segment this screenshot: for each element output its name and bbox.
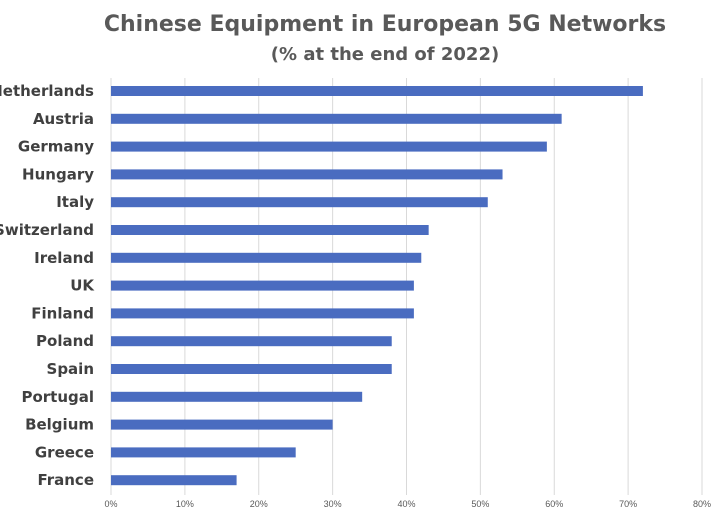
x-tick-label: 60%: [545, 499, 563, 509]
x-tick-label: 80%: [693, 499, 711, 509]
x-tick-label: 50%: [471, 499, 489, 509]
bar: [111, 113, 562, 124]
category-label: Switzerland: [0, 221, 94, 239]
bar: [111, 141, 547, 152]
category-label: Austria: [33, 110, 94, 128]
bar: [111, 86, 643, 96]
bar: [111, 336, 392, 347]
bar: [111, 197, 488, 208]
x-tick-label: 70%: [619, 499, 637, 509]
category-label: Portugal: [21, 388, 94, 406]
category-label: Belgium: [25, 416, 94, 434]
bar: [111, 252, 422, 263]
category-label: Finland: [31, 304, 94, 322]
bar: [111, 475, 237, 486]
bar: [111, 225, 429, 235]
bar: [111, 169, 503, 180]
x-tick-label: 30%: [324, 499, 342, 509]
category-label: Poland: [36, 332, 94, 350]
bar: [111, 391, 363, 402]
category-label: Italy: [56, 193, 94, 211]
category-label: Ireland: [34, 249, 94, 267]
category-label: Germany: [18, 138, 94, 156]
category-label: France: [37, 471, 94, 489]
bar: [111, 447, 296, 458]
x-tick-label: 40%: [397, 499, 415, 509]
category-label: Netherlands: [0, 82, 94, 100]
chart-subtitle: (% at the end of 2022): [270, 44, 500, 65]
chart-title: Chinese Equipment in European 5G Network…: [103, 12, 667, 37]
x-tick-label: 20%: [250, 499, 268, 509]
bar: [111, 280, 414, 291]
bar: [111, 308, 414, 319]
category-label: UK: [70, 277, 95, 295]
category-label: Greece: [35, 443, 94, 461]
x-tick-label: 10%: [176, 499, 194, 509]
bar: [111, 419, 333, 430]
bar: [111, 364, 392, 374]
category-label: Hungary: [22, 165, 94, 183]
category-label: Spain: [47, 360, 94, 378]
x-tick-label: 0%: [104, 499, 117, 509]
